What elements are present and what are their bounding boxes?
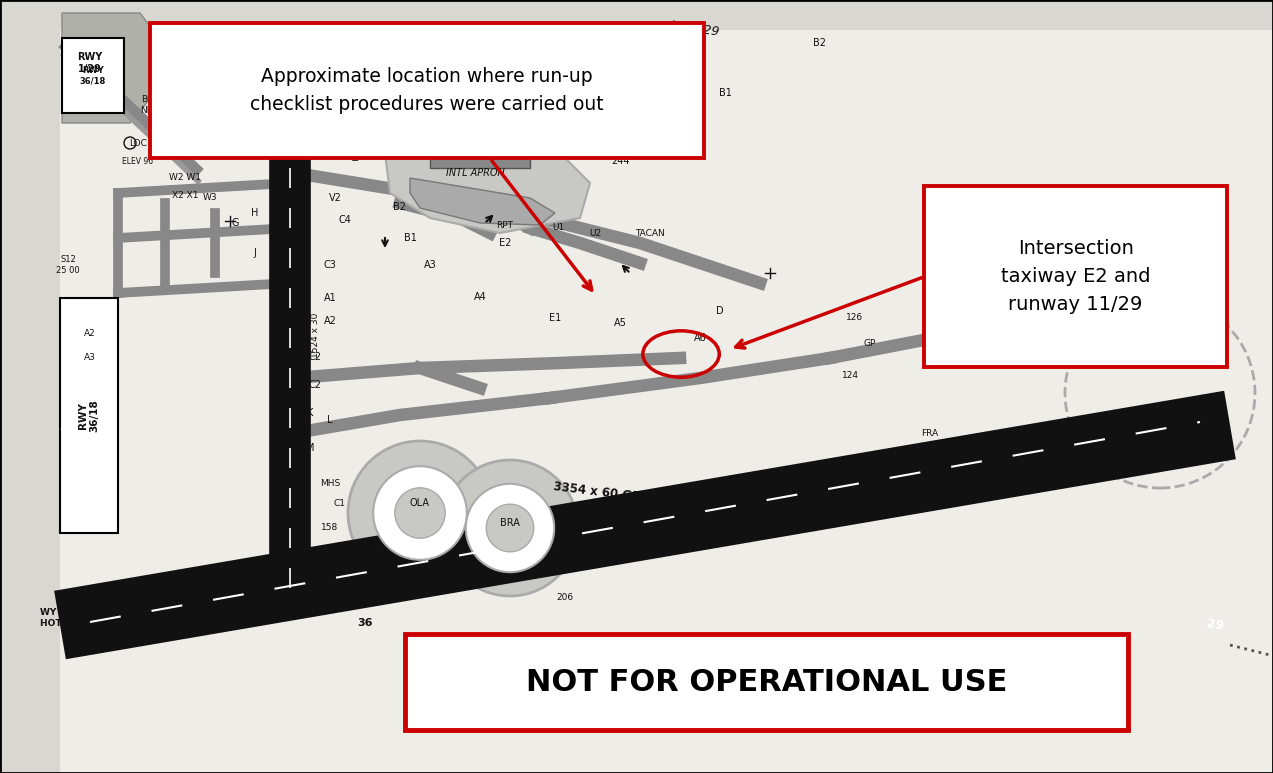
- Bar: [430, 138, 530, 168]
- Text: A6: A6: [694, 333, 707, 343]
- Text: 94: 94: [195, 100, 206, 110]
- Text: V2: V2: [328, 193, 341, 203]
- Text: A3: A3: [84, 353, 95, 363]
- Text: C2: C2: [308, 352, 322, 362]
- Text: 126: 126: [847, 314, 863, 322]
- Text: 206: 206: [556, 594, 574, 602]
- Text: RWY
36/18: RWY 36/18: [78, 400, 99, 432]
- Text: 158: 158: [321, 523, 339, 533]
- Text: D: D: [717, 306, 724, 316]
- Text: 244: 244: [611, 156, 629, 166]
- Text: S12
25 00: S12 25 00: [56, 255, 80, 274]
- Text: E1: E1: [549, 313, 561, 323]
- Text: V1: V1: [328, 88, 341, 98]
- Text: W3: W3: [202, 193, 218, 203]
- Text: W2 W1: W2 W1: [169, 173, 201, 182]
- Text: WY INCURSION
HOT SPOT: WY INCURSION HOT SPOT: [39, 608, 117, 628]
- Text: LOC: LOC: [129, 138, 146, 148]
- Text: 8↓: 8↓: [349, 96, 367, 106]
- Text: G: G: [232, 218, 239, 228]
- Text: B2: B2: [393, 202, 406, 212]
- Text: K: K: [307, 408, 313, 418]
- Text: B1: B1: [404, 233, 416, 243]
- Text: ELEV 96: ELEV 96: [392, 118, 429, 128]
- Polygon shape: [410, 178, 555, 225]
- Text: RWY
1/29: RWY 1/29: [78, 53, 103, 73]
- Text: NOT FOR OPERATIONAL USE: NOT FOR OPERATIONAL USE: [526, 668, 1007, 696]
- Text: A2: A2: [323, 316, 336, 326]
- Text: ELEV 91: ELEV 91: [346, 594, 383, 602]
- Text: A1: A1: [323, 293, 336, 303]
- Polygon shape: [62, 13, 155, 123]
- Text: RPT: RPT: [496, 220, 513, 230]
- Text: U1: U1: [552, 223, 564, 233]
- Bar: [60, 298, 118, 533]
- Text: A5: A5: [614, 318, 626, 328]
- Circle shape: [395, 488, 446, 538]
- Text: 3354 x 60 GROOVED: 3354 x 60 GROOVED: [552, 480, 687, 509]
- Circle shape: [442, 460, 578, 596]
- Text: B1: B1: [718, 88, 732, 98]
- Circle shape: [466, 484, 554, 572]
- Text: L: L: [327, 415, 332, 425]
- Text: B2: B2: [813, 38, 826, 48]
- Text: TWR: TWR: [554, 130, 577, 140]
- Text: RWY INCURSION
HOT SPOT: RWY INCURSION HOT SPOT: [615, 57, 705, 79]
- Text: H: H: [251, 208, 258, 218]
- Text: Y2: Y2: [364, 128, 376, 138]
- Text: U2: U2: [589, 229, 601, 237]
- Text: 29: 29: [1206, 617, 1225, 633]
- FancyBboxPatch shape: [150, 23, 704, 158]
- Text: INTL APRON: INTL APRON: [446, 168, 504, 178]
- Text: Approximate location where run-up
checklist procedures were carried out: Approximate location where run-up checkl…: [251, 67, 603, 114]
- Text: Intersection
taxiway E2 and
runway 11/29: Intersection taxiway E2 and runway 11/29: [1001, 239, 1151, 314]
- Text: 36: 36: [358, 618, 373, 628]
- Text: C1: C1: [334, 499, 346, 508]
- Circle shape: [373, 466, 467, 560]
- Text: ELEV 81: ELEV 81: [932, 288, 969, 298]
- Text: 124: 124: [841, 370, 858, 380]
- Text: A4: A4: [474, 292, 486, 302]
- Text: E2: E2: [499, 238, 512, 248]
- Text: 11: 11: [59, 420, 78, 436]
- Text: GP: GP: [864, 339, 876, 348]
- Text: A2: A2: [84, 329, 95, 338]
- FancyBboxPatch shape: [405, 634, 1128, 730]
- Text: X2 X1: X2 X1: [172, 190, 199, 199]
- Bar: [0, 0, 60, 773]
- Text: MHS: MHS: [320, 478, 340, 488]
- Text: A3: A3: [424, 260, 437, 270]
- Text: C4: C4: [339, 215, 351, 225]
- Text: BRA: BRA: [500, 518, 519, 528]
- Text: J: J: [253, 248, 256, 258]
- FancyBboxPatch shape: [924, 186, 1227, 367]
- Text: C2: C2: [308, 380, 322, 390]
- Bar: [62, 38, 123, 113]
- Text: RWY
36/18: RWY 36/18: [80, 66, 106, 86]
- Text: FRA: FRA: [922, 428, 938, 438]
- Circle shape: [348, 441, 491, 585]
- Bar: [0, 0, 1273, 30]
- Polygon shape: [384, 133, 589, 233]
- Text: Y 11/29: Y 11/29: [671, 19, 719, 38]
- Text: ELEV 96: ELEV 96: [122, 156, 154, 165]
- Text: OLA: OLA: [410, 498, 430, 508]
- Circle shape: [486, 504, 533, 552]
- Text: 1524 x 30: 1524 x 30: [312, 312, 321, 358]
- Text: Z: Z: [351, 153, 358, 163]
- Text: TACAN: TACAN: [635, 229, 665, 237]
- Text: C3: C3: [323, 260, 336, 270]
- Text: M: M: [306, 443, 314, 453]
- Text: BGT
NDB: BGT NDB: [140, 95, 160, 114]
- Text: TERMINAL: TERMINAL: [452, 143, 508, 153]
